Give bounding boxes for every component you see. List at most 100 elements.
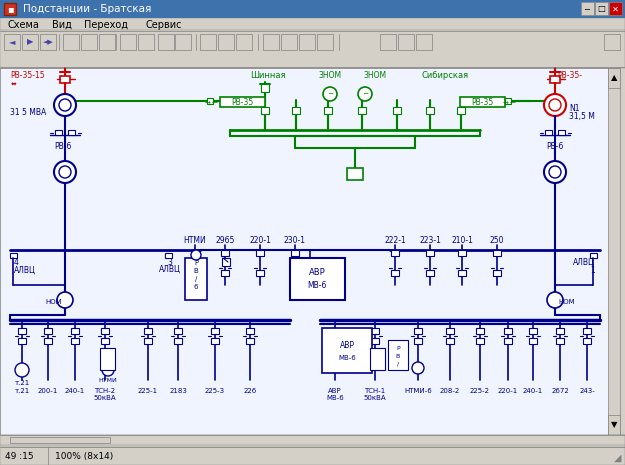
Text: 4: 4 (14, 258, 19, 266)
Text: 240-1: 240-1 (523, 388, 543, 394)
Text: 250: 250 (490, 235, 504, 245)
Bar (71, 328, 79, 334)
Circle shape (15, 363, 29, 377)
Bar (291, 250, 299, 256)
Bar (261, 107, 269, 114)
Bar (0, 0, 625, 18)
Bar (0, 435, 625, 445)
Bar (101, 328, 109, 334)
Text: Вид: Вид (52, 20, 72, 30)
Bar (446, 328, 454, 334)
Text: т.21: т.21 (14, 380, 29, 386)
Bar (10, 253, 17, 258)
Text: ТСН-2
50кВА: ТСН-2 50кВА (94, 388, 116, 401)
Bar (460, 97, 505, 107)
Text: ─: ─ (363, 91, 367, 97)
Bar (556, 338, 564, 344)
Circle shape (544, 94, 566, 116)
Text: ТСН-1
50кВА: ТСН-1 50кВА (364, 388, 386, 401)
Text: /: / (397, 361, 399, 366)
Text: 240-1: 240-1 (65, 388, 85, 394)
Bar (81, 34, 97, 50)
Bar (0, 0, 625, 18)
Bar (18, 328, 26, 334)
Text: АВР: АВР (309, 267, 326, 277)
Bar (426, 270, 434, 276)
Text: N1: N1 (569, 104, 579, 113)
Bar (457, 107, 465, 114)
Text: НТМИ-6: НТМИ-6 (404, 388, 432, 394)
Bar (581, 2, 594, 15)
Bar (608, 68, 620, 435)
Bar (236, 34, 252, 50)
Text: ▶: ▶ (27, 38, 33, 46)
Bar (0, 447, 625, 465)
Circle shape (544, 161, 566, 183)
Text: НТМИ: НТМИ (184, 235, 206, 245)
Bar (211, 338, 219, 344)
Bar (0, 68, 618, 435)
Bar (609, 2, 622, 15)
Bar (493, 250, 501, 256)
Circle shape (57, 292, 73, 308)
Text: 1: 1 (590, 266, 595, 274)
Bar (207, 98, 213, 104)
Bar (191, 250, 199, 256)
Bar (4, 3, 16, 15)
Bar (218, 34, 234, 50)
Bar (185, 258, 207, 300)
Circle shape (412, 362, 424, 374)
Text: 31 5 МВА: 31 5 МВА (10, 107, 46, 117)
Text: →: → (503, 101, 509, 107)
Bar (221, 270, 229, 276)
Circle shape (102, 364, 114, 376)
Bar (191, 270, 199, 276)
Text: ←: ← (510, 101, 516, 107)
Bar (583, 338, 591, 344)
Text: Переход: Переход (84, 20, 128, 30)
Bar (174, 328, 182, 334)
Text: 225-2: 225-2 (470, 388, 490, 394)
Text: Р: Р (194, 260, 198, 266)
Bar (458, 250, 466, 256)
Bar (222, 258, 230, 266)
Bar (371, 328, 379, 334)
Text: Подстанции - Братская: Подстанции - Братская (23, 4, 151, 14)
Text: ◄▶: ◄▶ (42, 39, 53, 45)
Circle shape (59, 166, 71, 178)
Circle shape (54, 94, 76, 116)
Text: Р: Р (396, 345, 400, 351)
Text: Сервис: Сервис (146, 20, 182, 30)
Text: Сибирская: Сибирская (421, 72, 469, 80)
Circle shape (547, 292, 563, 308)
Text: □: □ (597, 5, 605, 13)
Bar (550, 76, 560, 83)
Bar (391, 270, 399, 276)
Bar (595, 2, 608, 15)
Bar (174, 338, 182, 344)
Bar (220, 97, 265, 107)
Bar (99, 34, 115, 50)
Bar (175, 34, 191, 50)
Bar (398, 34, 414, 50)
Circle shape (358, 87, 372, 101)
Bar (246, 328, 254, 334)
Text: ▲: ▲ (611, 73, 618, 82)
Bar (371, 338, 379, 344)
Text: НТМИ: НТМИ (99, 378, 118, 383)
Bar (529, 328, 537, 334)
Text: 220-1: 220-1 (498, 388, 518, 394)
Text: 226: 226 (243, 388, 257, 394)
Bar (324, 107, 332, 114)
Bar (263, 34, 279, 50)
Text: /: / (195, 276, 198, 282)
Text: В: В (194, 268, 198, 274)
Bar (0, 18, 625, 32)
Text: 210-1: 210-1 (451, 235, 473, 245)
Bar (331, 338, 339, 344)
Bar (63, 34, 79, 50)
Bar (426, 250, 434, 256)
Bar (426, 107, 434, 114)
Text: 223-1: 223-1 (419, 235, 441, 245)
Bar (558, 130, 565, 135)
